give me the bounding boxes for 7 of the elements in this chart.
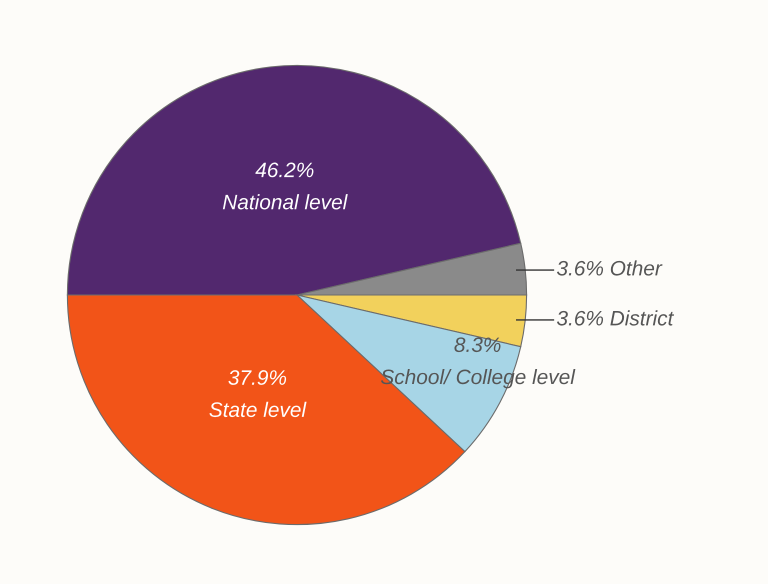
- slice-label: 3.6% District: [556, 310, 674, 326]
- slice-label: National level: [222, 194, 348, 210]
- data-label: 37.9%: [228, 370, 286, 385]
- slice-label: 3.6% Other: [556, 260, 663, 276]
- data-label: 46.2%: [255, 162, 314, 178]
- data-label: 8.3%: [454, 337, 500, 352]
- slice-label: State level: [209, 402, 307, 418]
